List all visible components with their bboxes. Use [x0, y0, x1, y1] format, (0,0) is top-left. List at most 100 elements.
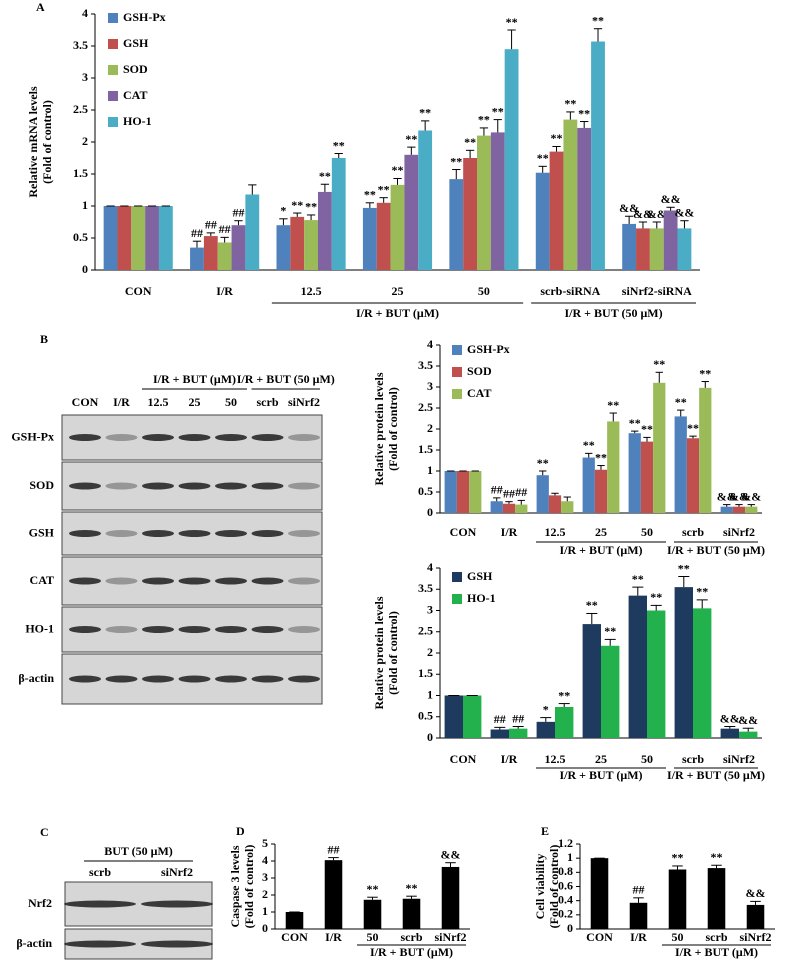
blot-band: [142, 577, 174, 585]
bar: [582, 624, 601, 738]
y-tick-label: 0: [427, 505, 433, 519]
y-tick-label: 1.5: [418, 442, 433, 456]
significance-label: ##: [512, 711, 524, 725]
bar: [477, 135, 491, 270]
significance-label: &&: [720, 711, 740, 725]
y-tick-label: 1.2: [558, 836, 573, 850]
legend-swatch: [108, 65, 118, 75]
y-tick-label: 2: [82, 134, 88, 148]
lane-label: scrb: [89, 865, 111, 879]
group-label: I/R + BUT (50 μM): [667, 543, 765, 557]
y-tick-label: 0.6: [558, 878, 573, 892]
significance-label: **: [711, 850, 723, 864]
blot-band: [178, 675, 211, 683]
blot-band: [141, 940, 213, 948]
blot-band: [215, 577, 247, 585]
blot-row-label: Nrf2: [28, 896, 52, 910]
x-tick-label: siNrf2: [723, 752, 755, 766]
significance-label: &&: [717, 489, 737, 503]
y-tick-label: 1: [262, 904, 268, 918]
blot-row-label: GSH-Px: [11, 429, 54, 443]
bar: [720, 506, 733, 513]
y-tick-label: 2: [427, 645, 433, 659]
bar: [686, 438, 700, 513]
blot-band: [215, 434, 247, 441]
blot-band: [105, 434, 138, 441]
blot-band: [288, 675, 320, 683]
significance-label: ##: [494, 712, 506, 726]
significance-label: **: [586, 598, 598, 612]
y-tick-label: 0: [82, 262, 88, 276]
bar: [746, 904, 765, 929]
blot-band: [105, 482, 138, 490]
y-tick-label: 3: [427, 379, 433, 393]
blot-band: [288, 434, 320, 441]
x-tick-label: I/R: [501, 752, 518, 766]
bar: [502, 503, 516, 513]
x-tick-label: CON: [586, 930, 613, 944]
y-tick-label: 1: [427, 687, 433, 701]
bar: [548, 495, 562, 513]
bar: [622, 223, 637, 270]
y-tick-label: 1: [427, 463, 433, 477]
x-tick-label: CON: [125, 284, 152, 298]
bar: [591, 41, 605, 270]
bar: [276, 225, 291, 270]
y-tick-label: 2.5: [73, 102, 88, 116]
significance-label: &&: [738, 713, 758, 727]
bar: [463, 158, 478, 270]
blot-band: [142, 434, 174, 441]
blot-band: [105, 626, 138, 633]
y-axis-label: (Fold of control): [242, 845, 256, 929]
y-tick-label: 3.5: [73, 38, 88, 52]
y-tick-label: 3: [262, 870, 268, 884]
significance-label: **: [632, 572, 644, 586]
y-tick-label: 0.5: [418, 484, 433, 498]
bar: [536, 721, 555, 738]
bar: [317, 191, 332, 270]
x-tick-label: 25: [595, 752, 607, 766]
bar: [535, 172, 550, 270]
lane-label: siNrf2: [288, 395, 320, 409]
legend-swatch: [108, 39, 118, 49]
group-label: I/R + BUT (μM): [370, 945, 453, 959]
bar: [490, 132, 505, 270]
blot-band: [288, 626, 320, 633]
y-tick-label: 3.5: [418, 581, 433, 595]
significance-label: ##: [491, 483, 503, 497]
significance-label: **: [629, 416, 641, 430]
significance-label: **: [378, 182, 390, 196]
bar: [304, 220, 318, 270]
blot-header: BUT (50 μM): [104, 844, 173, 858]
x-tick-label: 12.5: [545, 525, 566, 539]
blot-band: [251, 530, 284, 537]
blot-band: [251, 675, 284, 683]
x-tick-label: 25: [595, 525, 607, 539]
blot-band: [288, 482, 320, 490]
lane-label: scrb: [257, 395, 279, 409]
panel-label: E: [541, 824, 549, 838]
blot-band: [142, 626, 174, 633]
significance-label: **: [319, 169, 331, 183]
blot-band: [141, 900, 213, 908]
significance-label: **: [551, 131, 563, 145]
significance-label: &&: [441, 847, 461, 861]
significance-label: **: [305, 200, 317, 214]
y-axis-label: Relative protein levels: [372, 372, 386, 485]
y-tick-label: 0.4: [558, 892, 573, 906]
bar: [418, 130, 433, 270]
significance-label: **: [558, 688, 570, 702]
y-tick-label: 0.2: [558, 907, 573, 921]
bar: [561, 501, 574, 513]
bar: [549, 151, 564, 270]
lane-label: 50: [225, 395, 237, 409]
x-tick-label: 50: [641, 525, 653, 539]
legend-swatch: [452, 367, 462, 377]
y-axis-label: (Fold of control): [547, 845, 561, 929]
bar: [707, 868, 726, 929]
significance-label: &&: [729, 489, 749, 503]
x-tick-label: 50: [672, 930, 684, 944]
x-tick-label: I/R: [216, 284, 233, 298]
y-tick-label: 2: [427, 421, 433, 435]
